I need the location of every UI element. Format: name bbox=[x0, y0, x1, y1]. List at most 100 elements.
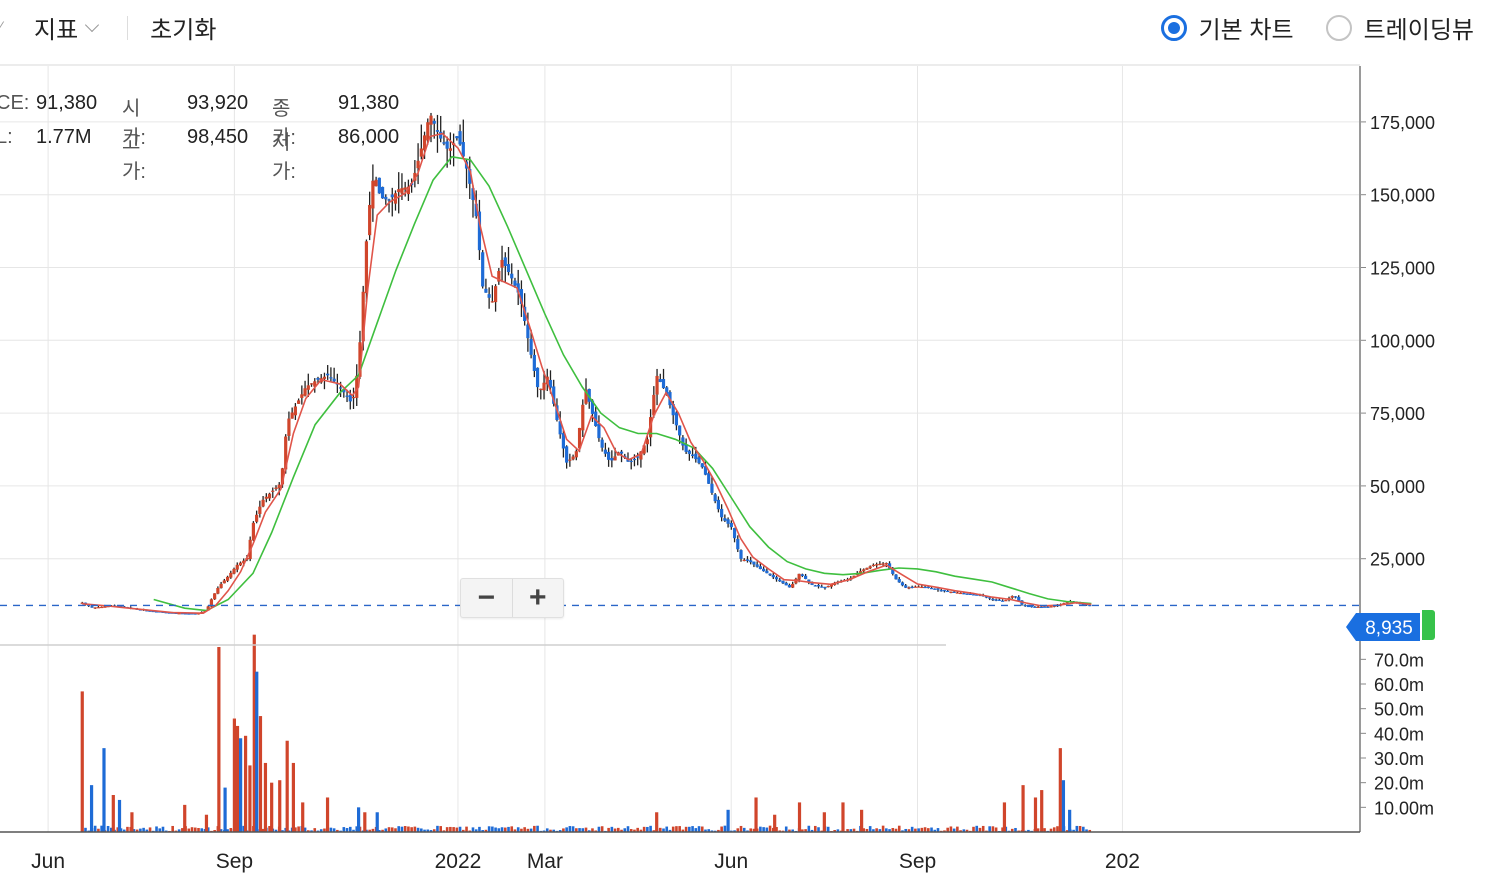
candle-body bbox=[461, 142, 465, 157]
candle-body bbox=[797, 573, 801, 580]
volume-bar bbox=[1049, 828, 1053, 832]
candle-body bbox=[942, 590, 947, 592]
volume-spike bbox=[183, 804, 187, 832]
volume-bar bbox=[158, 828, 162, 832]
volume-bar bbox=[849, 829, 853, 832]
volume-bar bbox=[384, 828, 388, 832]
volume-spike bbox=[726, 809, 730, 832]
candle-body bbox=[471, 188, 475, 200]
volume-bar bbox=[946, 827, 949, 832]
basic-chart-radio[interactable]: 기본 차트 bbox=[1160, 10, 1294, 45]
candle-body bbox=[384, 196, 388, 200]
radio-selected-icon bbox=[1160, 14, 1187, 41]
candle-body bbox=[342, 389, 346, 393]
candle-body bbox=[774, 577, 779, 580]
volume-spike bbox=[1061, 780, 1066, 832]
volume-bar bbox=[536, 825, 539, 832]
volume-bar bbox=[145, 829, 149, 832]
candle-body bbox=[749, 560, 753, 563]
volume-bar bbox=[452, 827, 455, 832]
candle-body bbox=[510, 273, 514, 279]
volume-bar bbox=[610, 826, 614, 832]
volume-bar bbox=[775, 827, 778, 832]
candle-body bbox=[642, 445, 646, 454]
volume-bar bbox=[1027, 829, 1030, 832]
candle-body bbox=[787, 584, 792, 588]
candle-body bbox=[858, 571, 863, 574]
volume-bar bbox=[862, 828, 866, 832]
volume-bar bbox=[1056, 826, 1059, 832]
candle-body bbox=[293, 406, 297, 416]
candle-body bbox=[687, 450, 691, 454]
volume-bar bbox=[1001, 827, 1004, 832]
volume-spike bbox=[773, 814, 777, 832]
volume-spike bbox=[204, 814, 209, 832]
volume-spike bbox=[1002, 802, 1007, 832]
candle-body bbox=[264, 496, 268, 499]
candle-body bbox=[209, 599, 214, 607]
volume-bar bbox=[319, 829, 323, 832]
candle-body bbox=[361, 291, 365, 342]
open-value: 93,920 bbox=[187, 92, 249, 114]
volume-bar bbox=[410, 827, 413, 832]
volume-spike bbox=[1068, 809, 1072, 832]
volume-bar bbox=[432, 829, 436, 832]
volume-bar bbox=[927, 828, 930, 832]
ma-short-line bbox=[82, 132, 1092, 615]
candle-body bbox=[468, 168, 472, 184]
chart-mode-selector: 기본 차트 트레이딩뷰 bbox=[1129, 10, 1474, 45]
volume-bar bbox=[219, 829, 223, 832]
candle-body bbox=[639, 451, 643, 460]
candle-body bbox=[1039, 606, 1043, 609]
volume-bar bbox=[788, 829, 791, 832]
volume-bar bbox=[587, 830, 591, 832]
candle-body bbox=[1033, 606, 1037, 608]
volume-bar bbox=[817, 827, 820, 832]
candle-body bbox=[532, 354, 536, 371]
candle-body bbox=[800, 574, 804, 576]
zoom-in-button[interactable]: + bbox=[528, 581, 547, 614]
volume-bar bbox=[626, 826, 630, 832]
candle-body bbox=[936, 588, 940, 590]
indicators-dropdown[interactable]: 지표 bbox=[34, 10, 100, 45]
volume-spike bbox=[117, 799, 122, 832]
candle-body bbox=[632, 458, 637, 461]
candle-body bbox=[752, 561, 756, 565]
close-label: 종가: bbox=[272, 98, 296, 149]
candle-body bbox=[1042, 606, 1047, 608]
zoom-out-button[interactable]: − bbox=[461, 579, 513, 617]
candle-body bbox=[862, 569, 866, 572]
volume-bar bbox=[323, 828, 326, 832]
candle-body bbox=[539, 388, 543, 390]
volume-bar bbox=[400, 826, 404, 832]
reset-label: 초기화 bbox=[150, 17, 217, 44]
volume-bar bbox=[371, 828, 375, 832]
volume-spike bbox=[89, 785, 94, 832]
candle-body bbox=[242, 560, 246, 564]
volume-bar bbox=[142, 827, 145, 832]
volume-bar bbox=[139, 828, 142, 832]
volume-spike bbox=[754, 797, 758, 832]
candle-body bbox=[481, 252, 485, 287]
trading-view-radio[interactable]: 트레이딩뷰 bbox=[1325, 10, 1474, 45]
price-chart[interactable]: 25,000 50,000 75,000 100,000 125,000 150,000 1… bbox=[0, 54, 1488, 886]
candle-body bbox=[519, 289, 524, 304]
reset-button[interactable]: 초기화 bbox=[150, 10, 216, 45]
candle-body bbox=[455, 136, 459, 139]
trading-view-label: 트레이딩뷰 bbox=[1363, 17, 1474, 44]
volume-bar bbox=[148, 827, 152, 832]
volume-bar bbox=[529, 828, 533, 832]
candle-body bbox=[364, 241, 369, 294]
volume-bars bbox=[80, 634, 1092, 832]
candle-body bbox=[897, 579, 901, 583]
volume-bar bbox=[658, 827, 662, 832]
candle-body bbox=[93, 607, 97, 609]
volume-bar bbox=[571, 826, 575, 832]
volume-bar bbox=[132, 829, 136, 832]
volume-bar bbox=[390, 827, 394, 832]
volume-bar bbox=[342, 827, 346, 832]
volume-bar bbox=[681, 829, 685, 832]
candle-body bbox=[548, 379, 553, 388]
candle-body bbox=[933, 588, 937, 590]
volume-bar bbox=[484, 829, 488, 832]
